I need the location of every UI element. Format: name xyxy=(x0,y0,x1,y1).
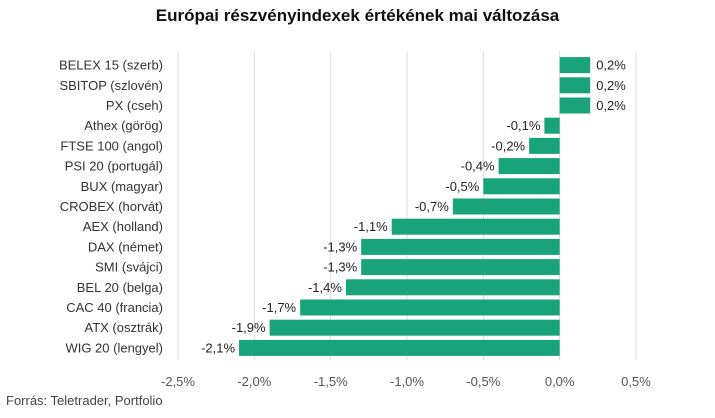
bar xyxy=(483,178,560,195)
category-label: FTSE 100 (angol) xyxy=(60,138,163,153)
bar xyxy=(391,218,560,235)
category-label: SBITOP (szlovén) xyxy=(59,78,163,93)
value-label: -1,3% xyxy=(323,260,357,275)
x-tick-label: -2,5% xyxy=(161,374,195,389)
bar xyxy=(300,299,560,316)
value-label: 0,2% xyxy=(596,58,626,73)
value-label: -1,7% xyxy=(262,300,296,315)
value-label: 0,2% xyxy=(596,98,626,113)
category-label: ATX (osztrák) xyxy=(85,320,164,335)
category-label: PX (cseh) xyxy=(106,98,163,113)
bar xyxy=(559,77,591,94)
bar xyxy=(239,339,560,356)
source-note: Forrás: Teletrader, Portfolio xyxy=(6,393,163,408)
x-tick-label: -1,5% xyxy=(314,374,348,389)
category-label: CAC 40 (francia) xyxy=(66,300,163,315)
category-labels: BELEX 15 (szerb) SBITOP (szlovén) PX (cseh… xyxy=(59,58,163,356)
value-label: 0,2% xyxy=(596,78,626,93)
value-label: -0,2% xyxy=(491,138,525,153)
category-label: WIG 20 (lengyel) xyxy=(65,340,163,355)
category-label: AEX (holland) xyxy=(83,219,163,234)
bar xyxy=(269,319,560,336)
value-labels: 0,2% 0,2% 0,2% -0,1% -0,2% -0,4% -0,5% -0,7% -1,… xyxy=(201,58,626,356)
chart-title: Európai részvényindexek értékének mai vá… xyxy=(155,6,560,25)
bar xyxy=(452,198,560,215)
category-label: BUX (magyar) xyxy=(81,179,163,194)
bar xyxy=(361,259,560,276)
value-label: -0,5% xyxy=(445,179,479,194)
value-label: -1,3% xyxy=(323,239,357,254)
x-tick-label: 0,0% xyxy=(545,374,575,389)
category-label: CROBEX (horvát) xyxy=(60,199,163,214)
value-label: -2,1% xyxy=(201,340,235,355)
value-label: -0,1% xyxy=(506,118,540,133)
category-label: PSI 20 (portugál) xyxy=(65,159,163,174)
bar xyxy=(559,57,591,74)
x-tick-label: -1,0% xyxy=(390,374,424,389)
bar xyxy=(544,117,560,134)
category-label: DAX (német) xyxy=(88,239,163,254)
category-label: BEL 20 (belga) xyxy=(77,280,163,295)
x-tick-label: -0,5% xyxy=(466,374,500,389)
value-label: -1,1% xyxy=(354,219,388,234)
category-label: BELEX 15 (szerb) xyxy=(59,58,163,73)
bar xyxy=(559,97,591,114)
x-axis-ticks: -2,5% -2,0% -1,5% -1,0% -0,5% 0,0% 0,5% xyxy=(161,374,651,389)
bars xyxy=(239,57,591,356)
bar xyxy=(345,279,560,296)
x-tick-label: -2,0% xyxy=(237,374,271,389)
category-label: SMI (svájci) xyxy=(95,260,163,275)
bar xyxy=(361,238,560,255)
value-label: -0,7% xyxy=(415,199,449,214)
value-label: -0,4% xyxy=(461,159,495,174)
bar xyxy=(498,158,560,175)
bar xyxy=(529,137,560,154)
x-tick-label: 0,5% xyxy=(621,374,651,389)
value-label: -1,9% xyxy=(232,320,266,335)
value-label: -1,4% xyxy=(308,280,342,295)
category-label: Athex (görög) xyxy=(84,118,163,133)
